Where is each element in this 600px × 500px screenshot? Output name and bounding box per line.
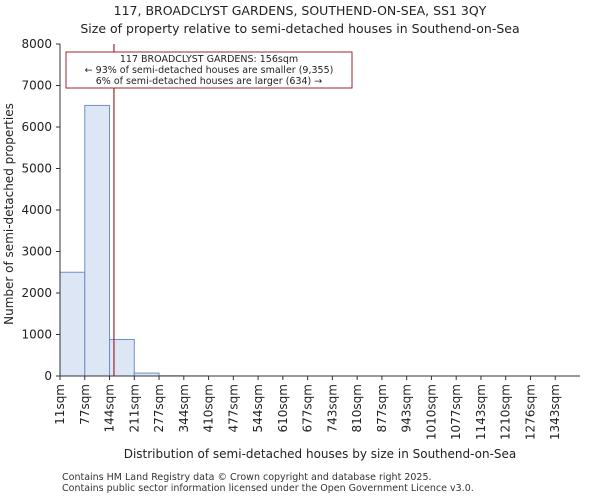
bar-77sqm	[84, 104, 111, 377]
x-tick-label-277sqm: 277sqm	[152, 384, 166, 432]
x-tick-label-1210sqm: 1210sqm	[499, 384, 513, 440]
footer-line-2: Contains public sector information licen…	[62, 483, 474, 494]
x-tick-label-477sqm: 477sqm	[226, 384, 240, 432]
histogram-chart: 0 1000 2000 3000 4000 5000 6000 7000 8000 11sqm 7…	[2, 37, 580, 461]
bar-11sqm	[59, 271, 86, 377]
y-axis-label: Number of semi-detached properties	[2, 103, 16, 325]
x-tick-label-344sqm: 344sqm	[177, 384, 191, 432]
y-tick-label-5000: 5000	[21, 162, 52, 176]
bars-group	[59, 104, 210, 377]
x-tick-label-1276sqm: 1276sqm	[523, 384, 537, 440]
x-tick-label-410sqm: 410sqm	[202, 384, 216, 432]
chart-title: 117, BROADCLYST GARDENS, SOUTHEND-ON-SEA…	[0, 2, 600, 38]
x-tick-label-743sqm: 743sqm	[325, 384, 339, 432]
annotation-box: 117 BROADCLYST GARDENS: 156sqm ← 93% of …	[65, 51, 353, 89]
annotation-line-1: 117 BROADCLYST GARDENS: 156sqm	[120, 54, 298, 65]
bar-144sqm	[109, 338, 135, 377]
footer-line-1: Contains HM Land Registry data © Crown c…	[62, 472, 432, 483]
x-tick-label-1010sqm: 1010sqm	[424, 384, 438, 440]
x-tick-label-677sqm: 677sqm	[301, 384, 315, 432]
x-tick-label-610sqm: 610sqm	[276, 384, 290, 432]
y-tick-label-2000: 2000	[21, 286, 52, 300]
y-tick-label-3000: 3000	[21, 245, 52, 259]
axes-group	[59, 44, 580, 377]
y-tick-label-6000: 6000	[21, 120, 52, 134]
x-tick-label-810sqm: 810sqm	[350, 384, 364, 432]
x-tick-label-1077sqm: 1077sqm	[449, 384, 463, 440]
y-tick-label-4000: 4000	[21, 203, 52, 217]
x-tick-label-1143sqm: 1143sqm	[474, 384, 488, 440]
annotation-border	[65, 51, 353, 89]
title-address: 117, BROADCLYST GARDENS, SOUTHEND-ON-SEA…	[113, 3, 487, 18]
x-tick-label-144sqm: 144sqm	[103, 384, 117, 432]
x-tick-label-77sqm: 77sqm	[78, 384, 92, 425]
x-tick-label-211sqm: 211sqm	[127, 384, 141, 432]
x-tick-label-11sqm: 11sqm	[53, 384, 67, 425]
footer-attribution: Contains HM Land Registry data © Crown c…	[62, 472, 474, 494]
x-tick-label-943sqm: 943sqm	[400, 384, 414, 432]
x-tick-label-1343sqm: 1343sqm	[548, 384, 562, 440]
annotation-line-3: 6% of semi-detached houses are larger (6…	[96, 76, 323, 87]
x-tick-label-544sqm: 544sqm	[251, 384, 265, 432]
y-tick-label-1000: 1000	[21, 328, 52, 342]
x-ticks-group: 11sqm 77sqm 144sqm 211sqm 277sqm 344sqm 410sqm…	[53, 376, 562, 440]
x-axis-label: Distribution of semi-detached houses by …	[124, 447, 517, 461]
y-tick-label-7000: 7000	[21, 79, 52, 93]
y-ticks-group: 0 1000 2000 3000 4000 5000 6000 7000 8000	[21, 37, 60, 383]
x-tick-label-877sqm: 877sqm	[375, 384, 389, 432]
y-tick-label-0: 0	[44, 369, 52, 383]
annotation-line-2: ← 93% of semi-detached houses are smalle…	[85, 65, 334, 76]
title-subtitle: Size of property relative to semi-detach…	[80, 21, 520, 36]
y-tick-label-8000: 8000	[21, 37, 52, 51]
